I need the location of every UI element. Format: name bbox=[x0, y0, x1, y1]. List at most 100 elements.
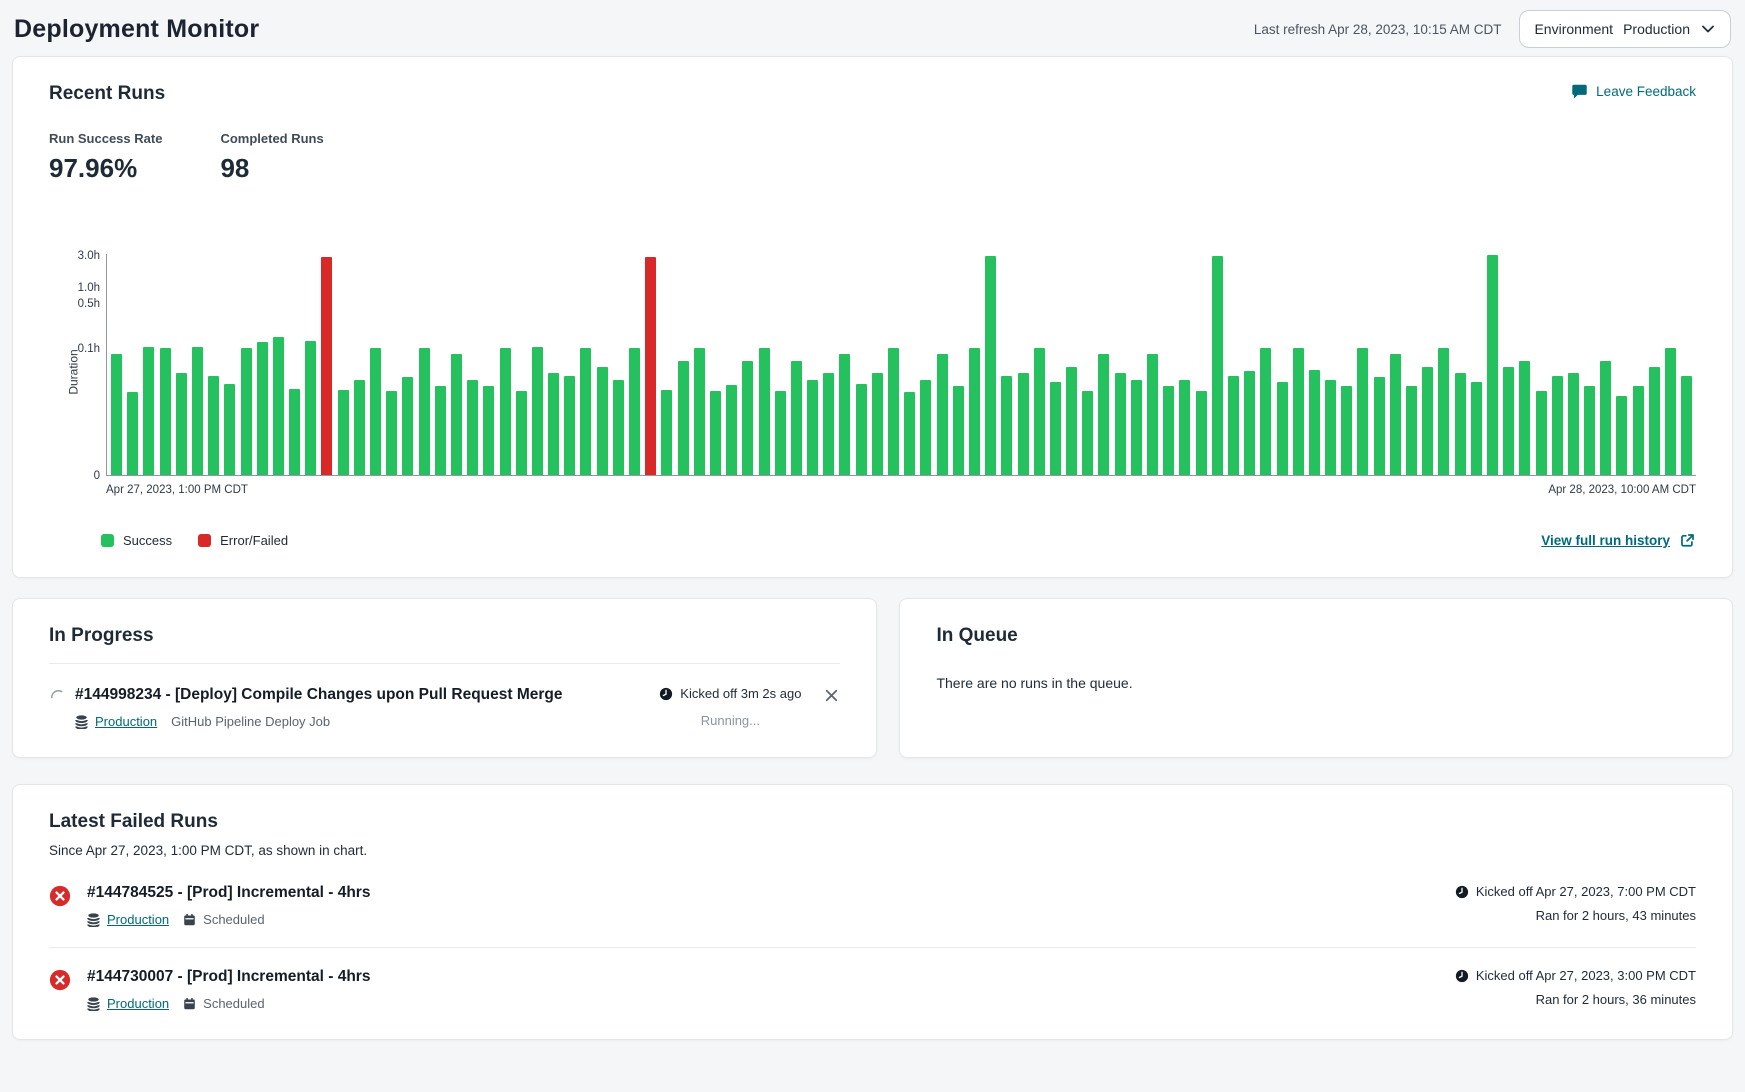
chart-bar-success bbox=[418, 348, 430, 475]
chart-bar-success bbox=[1098, 354, 1110, 475]
chart-bar-success bbox=[1260, 348, 1272, 475]
kicked-off-text: Kicked off 3m 2s ago bbox=[680, 686, 802, 701]
chart-y-axis: Duration 0 0.1h 0.5h 1.0h 3.0h bbox=[49, 250, 106, 482]
y-tick-label: 3.0h bbox=[77, 250, 100, 262]
chart-bar-success bbox=[1130, 380, 1142, 475]
close-icon[interactable] bbox=[823, 687, 840, 704]
chat-bubble-icon bbox=[1571, 83, 1588, 100]
chart-bar-success bbox=[936, 354, 948, 475]
leave-feedback-label: Leave Feedback bbox=[1596, 84, 1696, 99]
kicked-off-text: Kicked off Apr 27, 2023, 7:00 PM CDT bbox=[1475, 884, 1696, 899]
chart-bar-success bbox=[402, 377, 414, 475]
chart-x-end-label: Apr 28, 2023, 10:00 AM CDT bbox=[1548, 484, 1696, 496]
chart-bar-success bbox=[1017, 373, 1029, 475]
chart-bar-success bbox=[807, 380, 819, 475]
chart-bar-success bbox=[175, 373, 187, 475]
database-icon bbox=[75, 714, 88, 729]
y-tick-label: 0 bbox=[93, 470, 100, 482]
page-title: Deployment Monitor bbox=[14, 14, 260, 43]
chart-bar-success bbox=[1308, 370, 1320, 475]
view-full-run-history-link[interactable]: View full run history bbox=[1541, 532, 1696, 549]
failed-status-icon bbox=[49, 969, 71, 991]
failed-run-row: #144784525 - [Prod] Incremental - 4hrs bbox=[49, 884, 1696, 927]
chart-bar-success bbox=[1665, 348, 1676, 475]
chart-bar-success bbox=[143, 347, 155, 475]
view-full-run-history-label: View full run history bbox=[1541, 533, 1670, 548]
leave-feedback-link[interactable]: Leave Feedback bbox=[1571, 83, 1696, 100]
chart-bar-success bbox=[240, 348, 252, 475]
failed-status-icon bbox=[49, 885, 71, 907]
divider bbox=[49, 947, 1696, 948]
schedule-meta: Scheduled bbox=[183, 912, 265, 927]
kicked-off-row: Kicked off Apr 27, 2023, 7:00 PM CDT bbox=[1455, 884, 1696, 899]
production-environment-link[interactable]: Production bbox=[107, 912, 170, 927]
chart-bar-success bbox=[548, 373, 560, 475]
external-link-icon bbox=[1679, 532, 1696, 549]
chart-bar-success bbox=[871, 373, 883, 475]
chart-bar-success bbox=[1551, 376, 1563, 475]
y-tick-label: 0.5h bbox=[77, 297, 100, 310]
chart-bar-failed bbox=[321, 257, 333, 475]
in-queue-title: In Queue bbox=[936, 625, 1018, 646]
job-name: GitHub Pipeline Deploy Job bbox=[171, 714, 331, 729]
recent-runs-card: Recent Runs Leave Feedback Run Success R… bbox=[12, 56, 1733, 578]
chart-bar-success bbox=[564, 376, 576, 475]
in-queue-card: In Queue There are no runs in the queue. bbox=[899, 598, 1733, 758]
last-refresh-text: Last refresh Apr 28, 2023, 10:15 AM CDT bbox=[1253, 21, 1502, 37]
chart-bar-success bbox=[1406, 386, 1417, 475]
stat-success-rate: Run Success Rate 97.96% bbox=[49, 131, 162, 184]
chart-bar-success bbox=[596, 367, 608, 475]
chart-bar-success bbox=[1325, 380, 1337, 475]
chart-bar-success bbox=[289, 389, 301, 475]
schedule-meta: Scheduled bbox=[183, 996, 265, 1011]
recent-runs-title: Recent Runs bbox=[49, 83, 166, 104]
chart-bar-success bbox=[1211, 256, 1223, 475]
chart-bar-success bbox=[1681, 376, 1693, 475]
database-icon bbox=[87, 912, 100, 927]
chart-bar-success bbox=[208, 376, 220, 475]
schedule-label: Scheduled bbox=[203, 912, 265, 927]
failed-run-title: #144784525 - [Prod] Incremental - 4hrs bbox=[87, 884, 371, 901]
failed-runs-subtitle: Since Apr 27, 2023, 1:00 PM CDT, as show… bbox=[49, 843, 368, 858]
in-progress-title: In Progress bbox=[49, 625, 154, 646]
chart-bar-success bbox=[1163, 386, 1175, 475]
chart-bar-success bbox=[1389, 354, 1401, 475]
stat-success-rate-label: Run Success Rate bbox=[49, 131, 163, 146]
chart-bar-success bbox=[968, 348, 980, 475]
chart-bar-success bbox=[1033, 348, 1045, 475]
environment-dropdown[interactable]: Environment Production bbox=[1519, 10, 1731, 48]
chart-bar-success bbox=[1292, 348, 1304, 475]
in-progress-run-title: #144998234 - [Deploy] Compile Changes up… bbox=[75, 686, 563, 703]
chart-bar-success bbox=[839, 354, 851, 475]
chart-bar-success bbox=[726, 385, 738, 475]
chart-bar-success bbox=[1179, 380, 1191, 475]
kicked-off-row: Kicked off 3m 2s ago bbox=[659, 686, 801, 701]
chart-x-start-label: Apr 27, 2023, 1:00 PM CDT bbox=[106, 484, 248, 496]
queue-empty-message: There are no runs in the queue. bbox=[936, 675, 1133, 691]
schedule-label: Scheduled bbox=[203, 996, 265, 1011]
production-environment-link[interactable]: Production bbox=[95, 714, 158, 729]
chart-bar-success bbox=[985, 256, 997, 475]
chart-bar-success bbox=[370, 348, 381, 475]
chart-bar-success bbox=[1001, 376, 1013, 475]
database-icon bbox=[87, 996, 100, 1011]
chart-bar-success bbox=[1648, 367, 1660, 475]
legend-error-swatch bbox=[198, 534, 212, 547]
chart-bar-success bbox=[823, 373, 835, 475]
chart-x-axis: Apr 27, 2023, 1:00 PM CDT Apr 28, 2023, … bbox=[106, 484, 1696, 496]
y-tick-label: 0.1h bbox=[77, 343, 100, 356]
production-environment-link[interactable]: Production bbox=[107, 996, 170, 1011]
chart-bar-success bbox=[127, 392, 139, 475]
chart-bar-success bbox=[256, 342, 268, 475]
chevron-down-icon bbox=[1700, 21, 1716, 37]
chart-bar-success bbox=[224, 384, 236, 475]
chart-bar-success bbox=[531, 347, 543, 475]
divider bbox=[49, 663, 841, 664]
chart-bar-success bbox=[111, 354, 122, 475]
legend-item-success: Success bbox=[101, 533, 172, 548]
chart-bar-success bbox=[305, 341, 317, 475]
stat-success-rate-value: 97.96% bbox=[49, 153, 138, 183]
kicked-off-row: Kicked off Apr 27, 2023, 3:00 PM CDT bbox=[1455, 968, 1696, 983]
running-status: Running... bbox=[700, 713, 760, 728]
run-duration-text: Ran for 2 hours, 36 minutes bbox=[1535, 992, 1696, 1007]
